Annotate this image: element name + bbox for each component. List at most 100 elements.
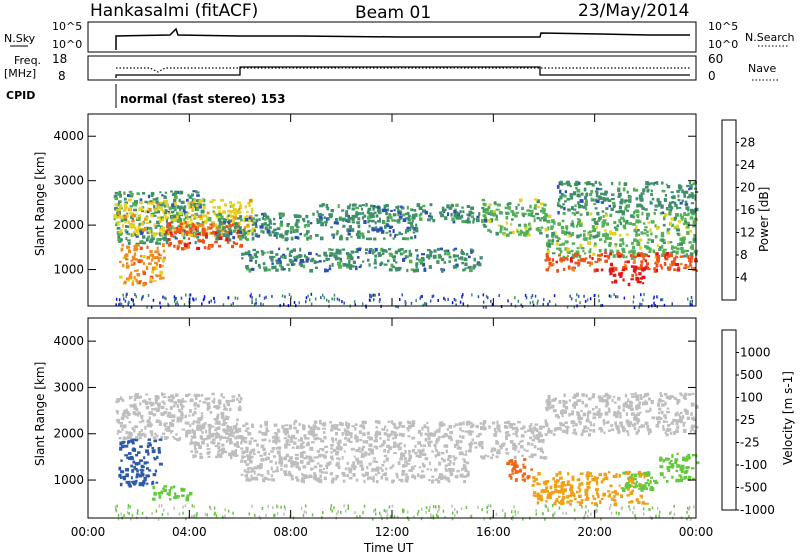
velocity-cell xyxy=(374,438,378,443)
power-cell xyxy=(582,237,587,241)
velocity-cell xyxy=(295,445,300,450)
power-cell xyxy=(212,210,215,214)
power-cell xyxy=(347,232,351,236)
power-cell xyxy=(377,252,381,255)
power-cell xyxy=(619,222,622,226)
velocity-cell xyxy=(401,433,405,438)
velocity-cell xyxy=(407,429,410,432)
velocity-cell xyxy=(547,405,550,408)
power-cell xyxy=(456,263,459,267)
velocity-cell xyxy=(336,461,340,466)
power-cell xyxy=(559,243,562,247)
power-cell xyxy=(413,209,417,212)
power-cell xyxy=(337,204,340,208)
power-cell xyxy=(524,293,527,297)
velocity-cell xyxy=(638,475,642,478)
velocity-cell xyxy=(584,492,589,496)
velocity-cell xyxy=(312,475,316,480)
power-cell xyxy=(336,230,339,234)
power-cell xyxy=(422,303,424,307)
velocity-cell xyxy=(341,432,344,436)
velocity-cell xyxy=(396,515,399,519)
power-cell xyxy=(638,272,642,275)
velocity-cell xyxy=(666,396,669,400)
velocity-cell xyxy=(514,426,518,429)
power-cell xyxy=(441,206,445,209)
power-cell xyxy=(183,303,186,307)
velocity-cell xyxy=(314,425,318,428)
velocity-cell xyxy=(225,422,228,425)
power-cell xyxy=(156,210,161,214)
velocity-cell xyxy=(421,470,425,473)
power-cell xyxy=(135,244,139,247)
power-ytick-label: 3000 xyxy=(53,174,84,188)
power-cell xyxy=(383,208,388,212)
power-cell xyxy=(164,296,166,300)
power-cell xyxy=(251,295,253,299)
power-cell xyxy=(650,232,653,236)
velocity-cell xyxy=(307,430,312,435)
velocity-cell xyxy=(474,446,478,449)
power-cell xyxy=(478,212,481,216)
velocity-cell xyxy=(115,400,119,404)
velocity-cell xyxy=(361,420,365,425)
power-cell xyxy=(121,243,124,247)
velocity-cell xyxy=(638,487,641,490)
power-cell xyxy=(676,228,680,232)
power-cell xyxy=(152,212,155,216)
power-cell xyxy=(355,210,359,215)
power-cell xyxy=(123,217,127,222)
power-cell xyxy=(192,208,195,212)
power-cell xyxy=(293,258,298,262)
power-cell xyxy=(246,214,249,219)
velocity-cell xyxy=(401,470,406,473)
power-cell xyxy=(123,205,128,210)
velocity-cell xyxy=(123,444,126,448)
velocity-cell xyxy=(124,454,129,457)
power-cell xyxy=(125,230,129,234)
velocity-cell xyxy=(249,451,253,455)
velocity-cell xyxy=(226,440,229,443)
velocity-cell xyxy=(514,460,517,463)
power-cell xyxy=(202,298,205,302)
velocity-cell xyxy=(236,441,239,446)
power-cell xyxy=(546,242,549,246)
velocity-cell xyxy=(217,450,220,453)
velocity-cell xyxy=(468,421,471,425)
velocity-cell xyxy=(695,405,699,409)
velocity-cell xyxy=(362,432,366,437)
power-cell xyxy=(551,258,555,262)
velocity-cell xyxy=(438,473,441,477)
power-cell xyxy=(133,252,137,256)
velocity-cell xyxy=(256,473,261,476)
power-cell xyxy=(691,209,696,213)
velocity-cell xyxy=(249,466,253,470)
power-cell xyxy=(295,255,299,259)
velocity-cell xyxy=(644,474,648,478)
power-cell xyxy=(284,295,286,299)
velocity-cell xyxy=(160,491,163,494)
power-cell xyxy=(139,246,143,250)
velocity-cell xyxy=(234,436,238,440)
velocity-cell xyxy=(512,442,516,447)
power-cell xyxy=(204,228,208,232)
power-cell xyxy=(437,254,442,257)
velocity-cell xyxy=(290,477,294,481)
velocity-cell xyxy=(521,478,526,481)
power-cell xyxy=(161,229,166,234)
velocity-cell xyxy=(622,408,625,412)
power-cell xyxy=(212,206,216,209)
power-cell xyxy=(120,216,124,220)
velocity-cell xyxy=(630,412,635,416)
power-cell xyxy=(280,266,284,269)
velocity-cell xyxy=(330,455,334,459)
power-cell xyxy=(557,222,561,226)
power-cell xyxy=(253,229,256,233)
velocity-cell xyxy=(513,455,517,460)
velocity-cell xyxy=(407,425,412,429)
velocity-cell xyxy=(684,459,687,462)
power-cell xyxy=(236,222,239,226)
velocity-cell xyxy=(401,455,406,458)
power-cell xyxy=(341,248,346,251)
power-cell xyxy=(392,258,396,262)
